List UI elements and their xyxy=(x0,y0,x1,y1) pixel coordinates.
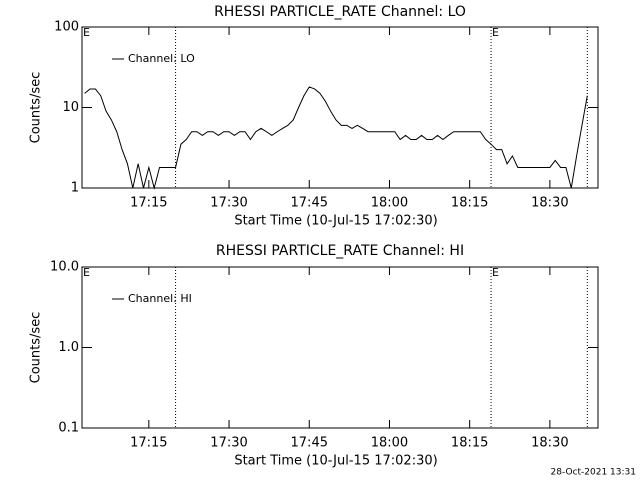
x-tick-label: 17:45 xyxy=(291,196,328,211)
annotation: E xyxy=(83,26,90,39)
y-tick-label: 1 xyxy=(71,181,79,196)
x-tick-label: 17:45 xyxy=(291,436,328,451)
legend-label: Channel: HI xyxy=(128,292,192,305)
y-tick-label: 1.0 xyxy=(58,340,79,355)
annotation: E xyxy=(83,266,90,279)
x-axis-label: Start Time (10-Jul-15 17:02:30) xyxy=(234,454,437,469)
x-tick-label: 17:15 xyxy=(130,196,167,211)
x-tick-label: 18:30 xyxy=(531,436,568,451)
x-tick-label: 18:30 xyxy=(531,196,568,211)
y-tick-label: 10 xyxy=(62,100,79,115)
annotation: E xyxy=(492,26,499,39)
y-tick-label: 0.1 xyxy=(58,421,79,436)
chart-title: RHESSI PARTICLE_RATE Channel: HI xyxy=(216,243,464,259)
x-tick-label: 17:30 xyxy=(210,196,247,211)
y-axis-label: Counts/sec xyxy=(29,72,44,144)
data-line xyxy=(84,86,588,190)
x-tick-label: 18:00 xyxy=(371,196,408,211)
y-tick-label: 100 xyxy=(54,20,79,35)
annotation: E xyxy=(492,266,499,279)
x-tick-label: 18:15 xyxy=(451,436,488,451)
y-axis-label: Counts/sec xyxy=(29,312,44,384)
y-tick-label: 10.0 xyxy=(50,260,79,275)
x-tick-label: 17:15 xyxy=(130,436,167,451)
footer-date: 28-Oct-2021 13:31 xyxy=(551,468,636,478)
x-axis-label: Start Time (10-Jul-15 17:02:30) xyxy=(234,214,437,229)
x-tick-label: 17:30 xyxy=(210,436,247,451)
x-tick-label: 18:00 xyxy=(371,436,408,451)
x-tick-label: 18:15 xyxy=(451,196,488,211)
legend-label: Channel: LO xyxy=(128,52,195,65)
chart-title: RHESSI PARTICLE_RATE Channel: LO xyxy=(214,4,466,20)
